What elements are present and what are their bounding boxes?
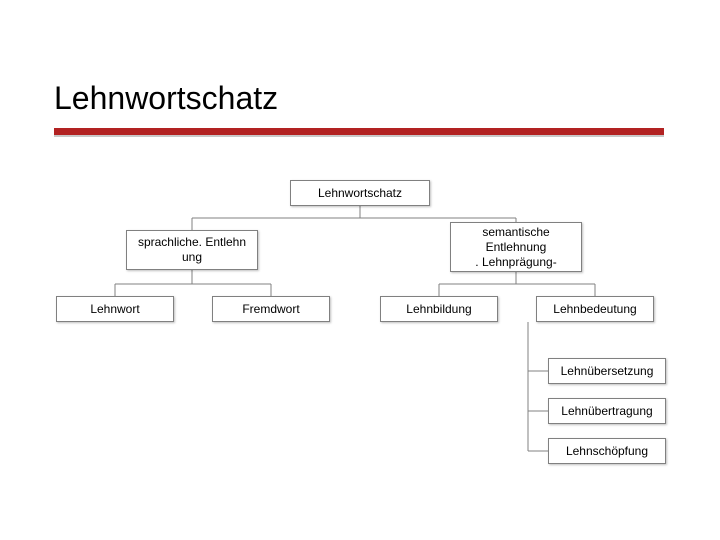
node-sprach: sprachliche. Entlehnung	[126, 230, 258, 270]
node-uebersetzung: Lehnübersetzung	[548, 358, 666, 384]
node-lehnbildung: Lehnbildung	[380, 296, 498, 322]
title-underline-red	[54, 128, 664, 135]
node-uebertragung: Lehnübertragung	[548, 398, 666, 424]
title-underline-gray	[54, 135, 664, 137]
page-title: Lehnwortschatz	[54, 80, 278, 117]
slide: Lehnwortschatz Lehnwortschatz sprachliche…	[0, 0, 720, 540]
node-lehnbedeutung: Lehnbedeutung	[536, 296, 654, 322]
node-root: Lehnwortschatz	[290, 180, 430, 206]
node-lehnwort: Lehnwort	[56, 296, 174, 322]
node-fremdwort: Fremdwort	[212, 296, 330, 322]
node-sem: semantischeEntlehnung. Lehnprägung-	[450, 222, 582, 272]
node-schoepfung: Lehnschöpfung	[548, 438, 666, 464]
